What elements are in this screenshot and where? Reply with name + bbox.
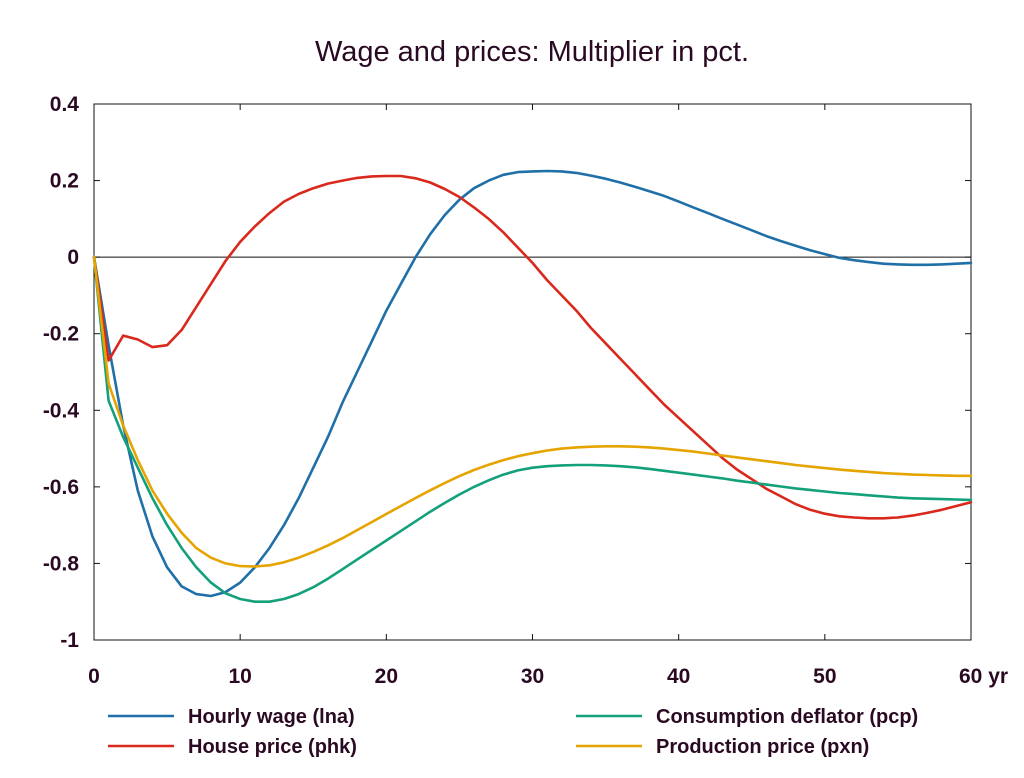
y-tick-label: -0.8: [43, 552, 80, 575]
x-tick-label: 20: [375, 665, 398, 688]
series-lines: [92, 169, 973, 604]
x-tick-label: 40: [667, 665, 690, 688]
chart-title: Wage and prices: Multiplier in pct.: [315, 36, 749, 68]
legend-label: Hourly wage (lna): [188, 706, 355, 728]
series-line-consumption-deflator-pcp: [92, 255, 973, 604]
plot-area-frame: [93, 103, 972, 641]
series-line-house-price-phk: [92, 174, 973, 520]
x-tick-label: 0: [88, 665, 100, 688]
axis-tick-labels: 0.4 0.2 0 -0.2 -0.4 -0.6 -0.8 -1 0 10 20 30 40 50 60 y…: [43, 93, 1008, 688]
y-tick-label: 0.2: [50, 170, 79, 193]
y-tick-label: -0.4: [43, 399, 80, 422]
y-tick-label: -1: [60, 629, 79, 652]
series-line-hourly-wage-lna: [92, 169, 973, 598]
y-tick-label: -0.6: [43, 476, 79, 499]
y-tick-label: 0: [67, 246, 79, 269]
legend-label: Production price (pxn): [656, 736, 869, 758]
legend: Hourly wage (lna) House price (phk) Consum…: [108, 706, 918, 758]
y-tick-label: 0.4: [50, 93, 80, 116]
axis-ticks: [93, 103, 972, 641]
x-tick-label: 50: [813, 665, 836, 688]
x-tick-label: 10: [228, 665, 251, 688]
y-tick-label: -0.2: [43, 323, 79, 346]
x-tick-label: 60 yr: [959, 665, 1008, 688]
legend-label: House price (phk): [188, 736, 357, 758]
series-line-production-price-pxn: [92, 255, 973, 568]
legend-label: Consumption deflator (pcp): [656, 706, 918, 728]
x-tick-label: 30: [521, 665, 544, 688]
